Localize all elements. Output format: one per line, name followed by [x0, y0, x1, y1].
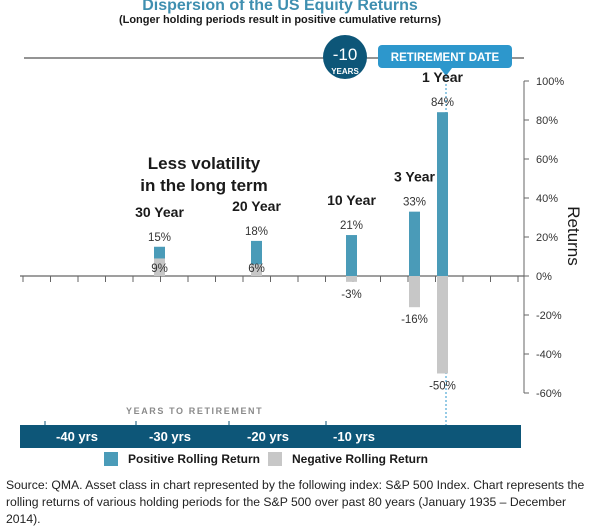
y-tick-label: 100%	[536, 76, 564, 88]
y-tick-label: 80%	[536, 115, 558, 127]
retirement-date-label: RETIREMENT DATE	[391, 52, 500, 64]
negative-value-label: 6%	[248, 263, 265, 275]
category-label: 20 Year	[232, 198, 281, 214]
chart-subtitle: (Longer holding periods result in positi…	[118, 14, 442, 26]
badge-label: YEARS	[331, 67, 359, 76]
y-tick-label: -20%	[536, 310, 562, 322]
category-label: 1 Year	[422, 69, 464, 85]
y-tick-label: 20%	[536, 232, 558, 244]
negative-value-label: -16%	[401, 314, 428, 326]
y-tick-label: -40%	[536, 349, 562, 361]
positive-bar	[437, 112, 448, 276]
y-axis-title: Returns	[564, 206, 583, 266]
negative-value-label: 9%	[151, 263, 168, 275]
years-to-retirement-caption: YEARS TO RETIREMENT	[126, 406, 264, 416]
positive-value-label: 21%	[340, 220, 363, 232]
category-label: 3 Year	[394, 169, 436, 185]
timeline-tick-label: -20 yrs	[247, 429, 289, 444]
y-tick-label: 0%	[536, 271, 552, 283]
category-label: 10 Year	[327, 192, 376, 208]
annotation-line2: in the long term	[140, 176, 268, 195]
years-timeline-band	[20, 425, 521, 448]
retirement-pointer	[440, 68, 452, 76]
negative-bar	[251, 264, 262, 276]
y-tick-label: -60%	[536, 388, 562, 400]
legend-negative: Negative Rolling Return	[268, 452, 428, 466]
positive-value-label: 15%	[148, 232, 171, 244]
legend-negative-swatch	[268, 452, 282, 466]
negative-bar	[437, 276, 448, 374]
source-note: Source: QMA. Asset class in chart repres…	[6, 478, 585, 526]
legend-negative-label: Negative Rolling Return	[292, 452, 429, 466]
negative-value-label: -50%	[429, 381, 456, 393]
y-tick-label: 60%	[536, 154, 558, 166]
positive-value-label: 84%	[431, 97, 454, 109]
positive-value-label: 18%	[245, 226, 268, 238]
ten-years-badge	[323, 35, 367, 79]
legend-positive-swatch	[104, 452, 118, 466]
positive-value-label: 33%	[403, 197, 426, 209]
chart-canvas: -10 YEARS RETIREMENT DATE Less volatilit…	[20, 35, 583, 448]
timeline-tick-label: -10 yrs	[333, 429, 375, 444]
positive-bar	[409, 211, 420, 276]
legend-positive-label: Positive Rolling Return	[128, 452, 261, 466]
category-label: 30 Year	[135, 204, 184, 220]
y-tick-label: 40%	[536, 193, 558, 205]
negative-bar	[409, 276, 420, 308]
positive-bar	[346, 235, 357, 276]
chart-title: Dispersion of the US Equity Returns	[142, 0, 418, 14]
positive-bar	[251, 240, 262, 276]
negative-bar	[154, 258, 165, 276]
negative-bar	[346, 276, 357, 282]
retirement-date-pill	[378, 45, 512, 68]
timeline-tick-label: -30 yrs	[149, 429, 191, 444]
badge-number: -10	[333, 45, 358, 64]
negative-value-label: -3%	[341, 289, 361, 301]
timeline-tick-label: -40 yrs	[56, 429, 98, 444]
annotation-line1: Less volatility	[148, 154, 261, 173]
legend-positive: Positive Rolling Return	[104, 452, 260, 466]
